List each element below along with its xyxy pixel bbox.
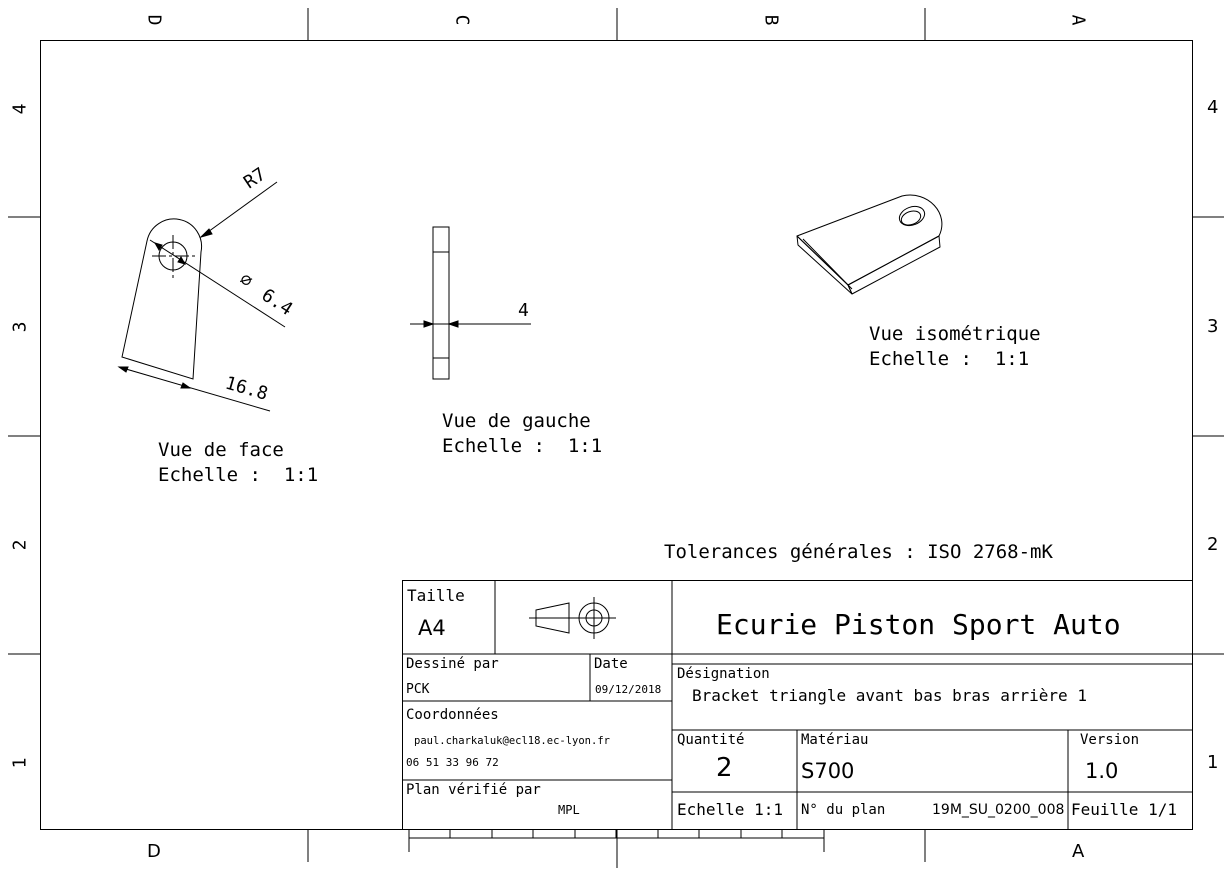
contact-phone: 06 51 33 96 72: [406, 756, 499, 769]
left-view: [410, 226, 531, 380]
row-left-1: 1: [10, 758, 31, 769]
quantity-value: 2: [716, 753, 733, 783]
zone-top-d: D: [144, 15, 165, 26]
company-name: Ecurie Piston Sport Auto: [716, 608, 1121, 641]
version-value: 1.0: [1085, 759, 1119, 783]
zone-top-a: A: [1068, 15, 1089, 26]
left-view-title: Vue de gauche: [442, 410, 591, 432]
drawn-by-label: Dessiné par: [406, 656, 499, 672]
front-view-title: Vue de face: [158, 439, 284, 461]
checked-by-label: Plan vérifié par: [406, 782, 541, 798]
designation-value: Bracket triangle avant bas bras arrière …: [692, 686, 1087, 705]
dim-radius: R7: [240, 164, 270, 194]
contact-email: paul.charkaluk@ecl18.ec-lyon.fr: [414, 735, 610, 747]
dim-hole-symbol: ∅: [236, 269, 257, 293]
dim-length: 16.8: [223, 373, 270, 405]
sheet-number: Feuille 1/1: [1071, 800, 1177, 819]
iso-view-title: Vue isométrique: [869, 323, 1041, 345]
version-label: Version: [1080, 732, 1140, 748]
drawn-by-value: PCK: [406, 682, 430, 697]
row-left-4: 4: [10, 104, 31, 115]
left-view-scale: Echelle : 1:1: [442, 435, 603, 457]
scale-value: Echelle 1:1: [677, 800, 783, 819]
date-value: 09/12/2018: [595, 683, 662, 696]
dim-hole: 6.4: [258, 285, 297, 320]
first-angle-projection-icon: [529, 597, 616, 639]
title-block-lines: [402, 580, 1193, 830]
checked-by-value: MPL: [558, 803, 580, 817]
thickness-dim: 4: [518, 300, 529, 321]
row-right-1: 1: [1207, 752, 1219, 773]
zone-top-c: C: [452, 15, 473, 26]
row-left-3: 3: [10, 322, 31, 333]
row-right-4: 4: [1207, 97, 1219, 118]
row-left-2: 2: [10, 540, 31, 551]
zone-bottom-a: A: [1072, 841, 1085, 862]
material-label: Matériau: [801, 732, 869, 748]
general-tolerances: Tolerances générales : ISO 2768-mK: [664, 541, 1053, 563]
iso-view-scale: Echelle : 1:1: [869, 348, 1030, 370]
contact-label: Coordonnées: [406, 707, 499, 723]
plan-number-value: 19M_SU_0200_008: [932, 802, 1065, 818]
material-value: S700: [801, 759, 855, 783]
iso-view: [796, 194, 943, 295]
front-view: [117, 181, 286, 412]
zone-bottom-d: D: [147, 841, 161, 862]
date-label: Date: [594, 656, 628, 672]
designation-label: Désignation: [677, 666, 770, 682]
quantity-label: Quantité: [677, 732, 745, 748]
row-right-2: 2: [1207, 534, 1219, 555]
drawing-frame: [40, 40, 1193, 830]
size-label: Taille: [407, 586, 465, 605]
size-value: A4: [418, 616, 446, 640]
zone-top-b: B: [761, 15, 782, 26]
row-right-3: 3: [1207, 316, 1219, 337]
plan-number-label: N° du plan: [801, 802, 886, 818]
front-view-scale: Echelle : 1:1: [158, 464, 319, 486]
